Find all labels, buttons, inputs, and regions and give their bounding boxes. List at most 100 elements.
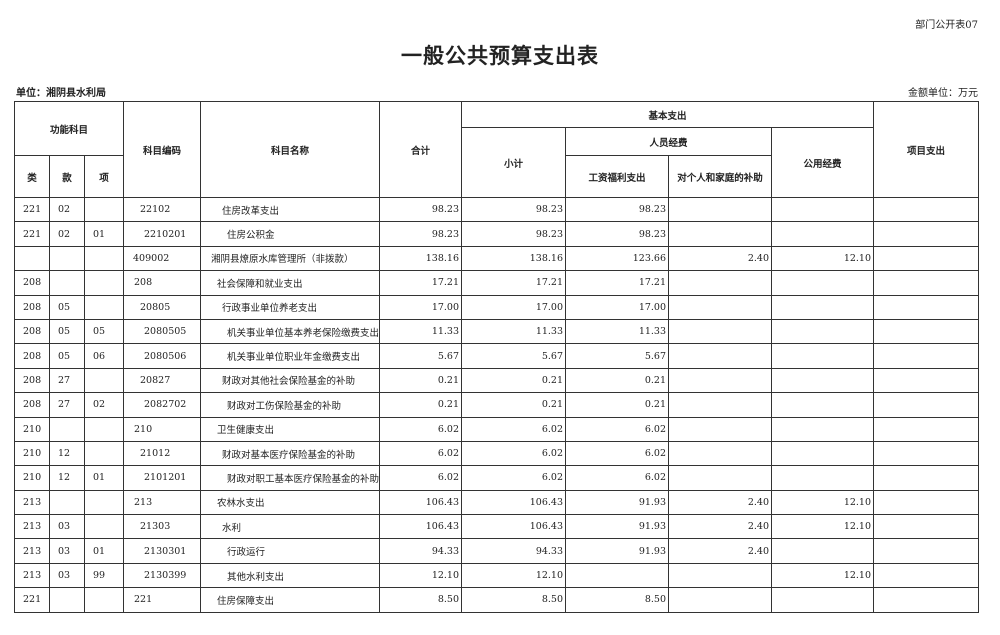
cell-lei: 208 [14, 343, 50, 369]
cell-lei: 210 [14, 440, 50, 467]
cell-total: 5.67 [379, 343, 463, 369]
cell-kuan: 02 [49, 196, 85, 223]
cell-subsidy [668, 392, 773, 418]
cell-subtotal: 8.50 [461, 587, 567, 613]
cell-public [771, 587, 875, 613]
cell-kuan: 12 [49, 440, 85, 467]
cell-name: 湘阴县燎原水库管理所（非拨款） [200, 245, 381, 272]
cell-name: 住房保障支出 [200, 587, 381, 613]
table-row: 208 27 20827 财政对其他社会保险基金的补助 0.21 0.21 0.21 [14, 367, 980, 394]
expenditure-table: 功能科目 科目编码 科目名称 合计 基本支出 项目支出 小计 人员经费 公用经费… [13, 101, 980, 613]
cell-subtotal: 17.00 [461, 294, 567, 320]
cell-wages: 91.93 [565, 538, 670, 564]
cell-code: 2130301 [123, 538, 202, 564]
cell-total: 17.21 [379, 270, 463, 296]
cell-name: 其他水利支出 [200, 562, 381, 589]
cell-subtotal: 98.23 [461, 196, 567, 223]
header-subsidy: 对个人和家庭的补助 [668, 155, 773, 198]
cell-subsidy [668, 367, 773, 394]
cell-name: 住房公积金 [200, 221, 381, 247]
header-kuan: 款 [49, 155, 85, 198]
cell-xiang [83, 440, 125, 467]
cell-xiang: 05 [83, 318, 125, 345]
cell-project [873, 440, 980, 467]
cell-project [873, 465, 980, 491]
cell-subtotal: 6.02 [461, 440, 567, 467]
cell-total: 98.23 [379, 196, 463, 223]
header-total: 合计 [379, 101, 463, 198]
cell-lei: 208 [14, 294, 50, 320]
cell-total: 98.23 [379, 221, 463, 247]
cell-project [873, 587, 980, 613]
cell-total: 106.43 [379, 489, 463, 516]
cell-wages: 17.21 [565, 270, 670, 296]
form-number: 部门公开表07 [915, 20, 978, 31]
cell-subtotal: 6.02 [461, 416, 567, 442]
cell-project [873, 562, 980, 589]
header-lei: 类 [14, 155, 50, 198]
cell-project [873, 196, 980, 223]
cell-total: 12.10 [379, 562, 463, 589]
cell-wages: 91.93 [565, 489, 670, 516]
cell-name: 住房改革支出 [200, 196, 381, 223]
table-row: 221 02 22102 住房改革支出 98.23 98.23 98.23 [14, 196, 980, 223]
cell-lei: 213 [14, 538, 50, 564]
cell-kuan [49, 245, 85, 272]
cell-code: 2080506 [123, 343, 202, 369]
table-row: 221 221 住房保障支出 8.50 8.50 8.50 [14, 587, 980, 613]
cell-project [873, 318, 980, 345]
cell-project [873, 270, 980, 296]
cell-wages: 8.50 [565, 587, 670, 613]
cell-xiang [83, 245, 125, 272]
cell-subtotal: 5.67 [461, 343, 567, 369]
cell-public [771, 440, 875, 467]
cell-kuan: 03 [49, 538, 85, 564]
header-public: 公用经费 [771, 127, 875, 198]
cell-subtotal: 0.21 [461, 367, 567, 394]
cell-subtotal: 138.16 [461, 245, 567, 272]
cell-total: 138.16 [379, 245, 463, 272]
cell-xiang [83, 514, 125, 540]
cell-xiang [83, 416, 125, 442]
cell-total: 0.21 [379, 367, 463, 394]
cell-subtotal: 11.33 [461, 318, 567, 345]
cell-code: 221 [123, 587, 202, 613]
table-row: 208 05 05 2080505 机关事业单位基本养老保险缴费支出 11.33 11.33… [14, 318, 980, 345]
cell-subsidy [668, 587, 773, 613]
cell-name: 行政运行 [200, 538, 381, 564]
cell-xiang [83, 367, 125, 394]
cell-code: 2082702 [123, 392, 202, 418]
cell-wages [565, 562, 670, 589]
cell-kuan [49, 270, 85, 296]
cell-name: 财政对职工基本医疗保险基金的补助 [200, 465, 381, 491]
header-func: 功能科目 [13, 101, 125, 156]
cell-code: 213 [123, 489, 202, 516]
cell-lei: 208 [14, 270, 50, 296]
cell-project [873, 392, 980, 418]
cell-lei: 213 [14, 562, 50, 589]
cell-public: 12.10 [771, 514, 875, 540]
cell-code: 208 [123, 270, 202, 296]
cell-lei: 213 [14, 514, 50, 540]
table-row: 208 05 20805 行政事业单位养老支出 17.00 17.00 17.00 [14, 294, 980, 320]
cell-kuan [49, 489, 85, 516]
cell-wages: 11.33 [565, 318, 670, 345]
cell-xiang [83, 294, 125, 320]
cell-project [873, 221, 980, 247]
cell-project [873, 489, 980, 516]
cell-lei: 208 [14, 367, 50, 394]
cell-name: 机关事业单位职业年金缴费支出 [200, 343, 381, 369]
header-xiang: 项 [83, 155, 125, 198]
cell-xiang: 01 [83, 538, 125, 564]
table-row: 221 02 01 2210201 住房公积金 98.23 98.23 98.23 [14, 221, 980, 247]
cell-subtotal: 106.43 [461, 514, 567, 540]
money-unit-label: 金额单位：万元 [908, 88, 978, 99]
cell-subsidy [668, 440, 773, 467]
cell-subsidy [668, 318, 773, 345]
cell-total: 94.33 [379, 538, 463, 564]
cell-subsidy: 2.40 [668, 245, 773, 272]
cell-wages: 0.21 [565, 367, 670, 394]
page-title: 一般公共预算支出表 [401, 44, 599, 68]
cell-kuan: 27 [49, 392, 85, 418]
cell-xiang: 01 [83, 465, 125, 491]
